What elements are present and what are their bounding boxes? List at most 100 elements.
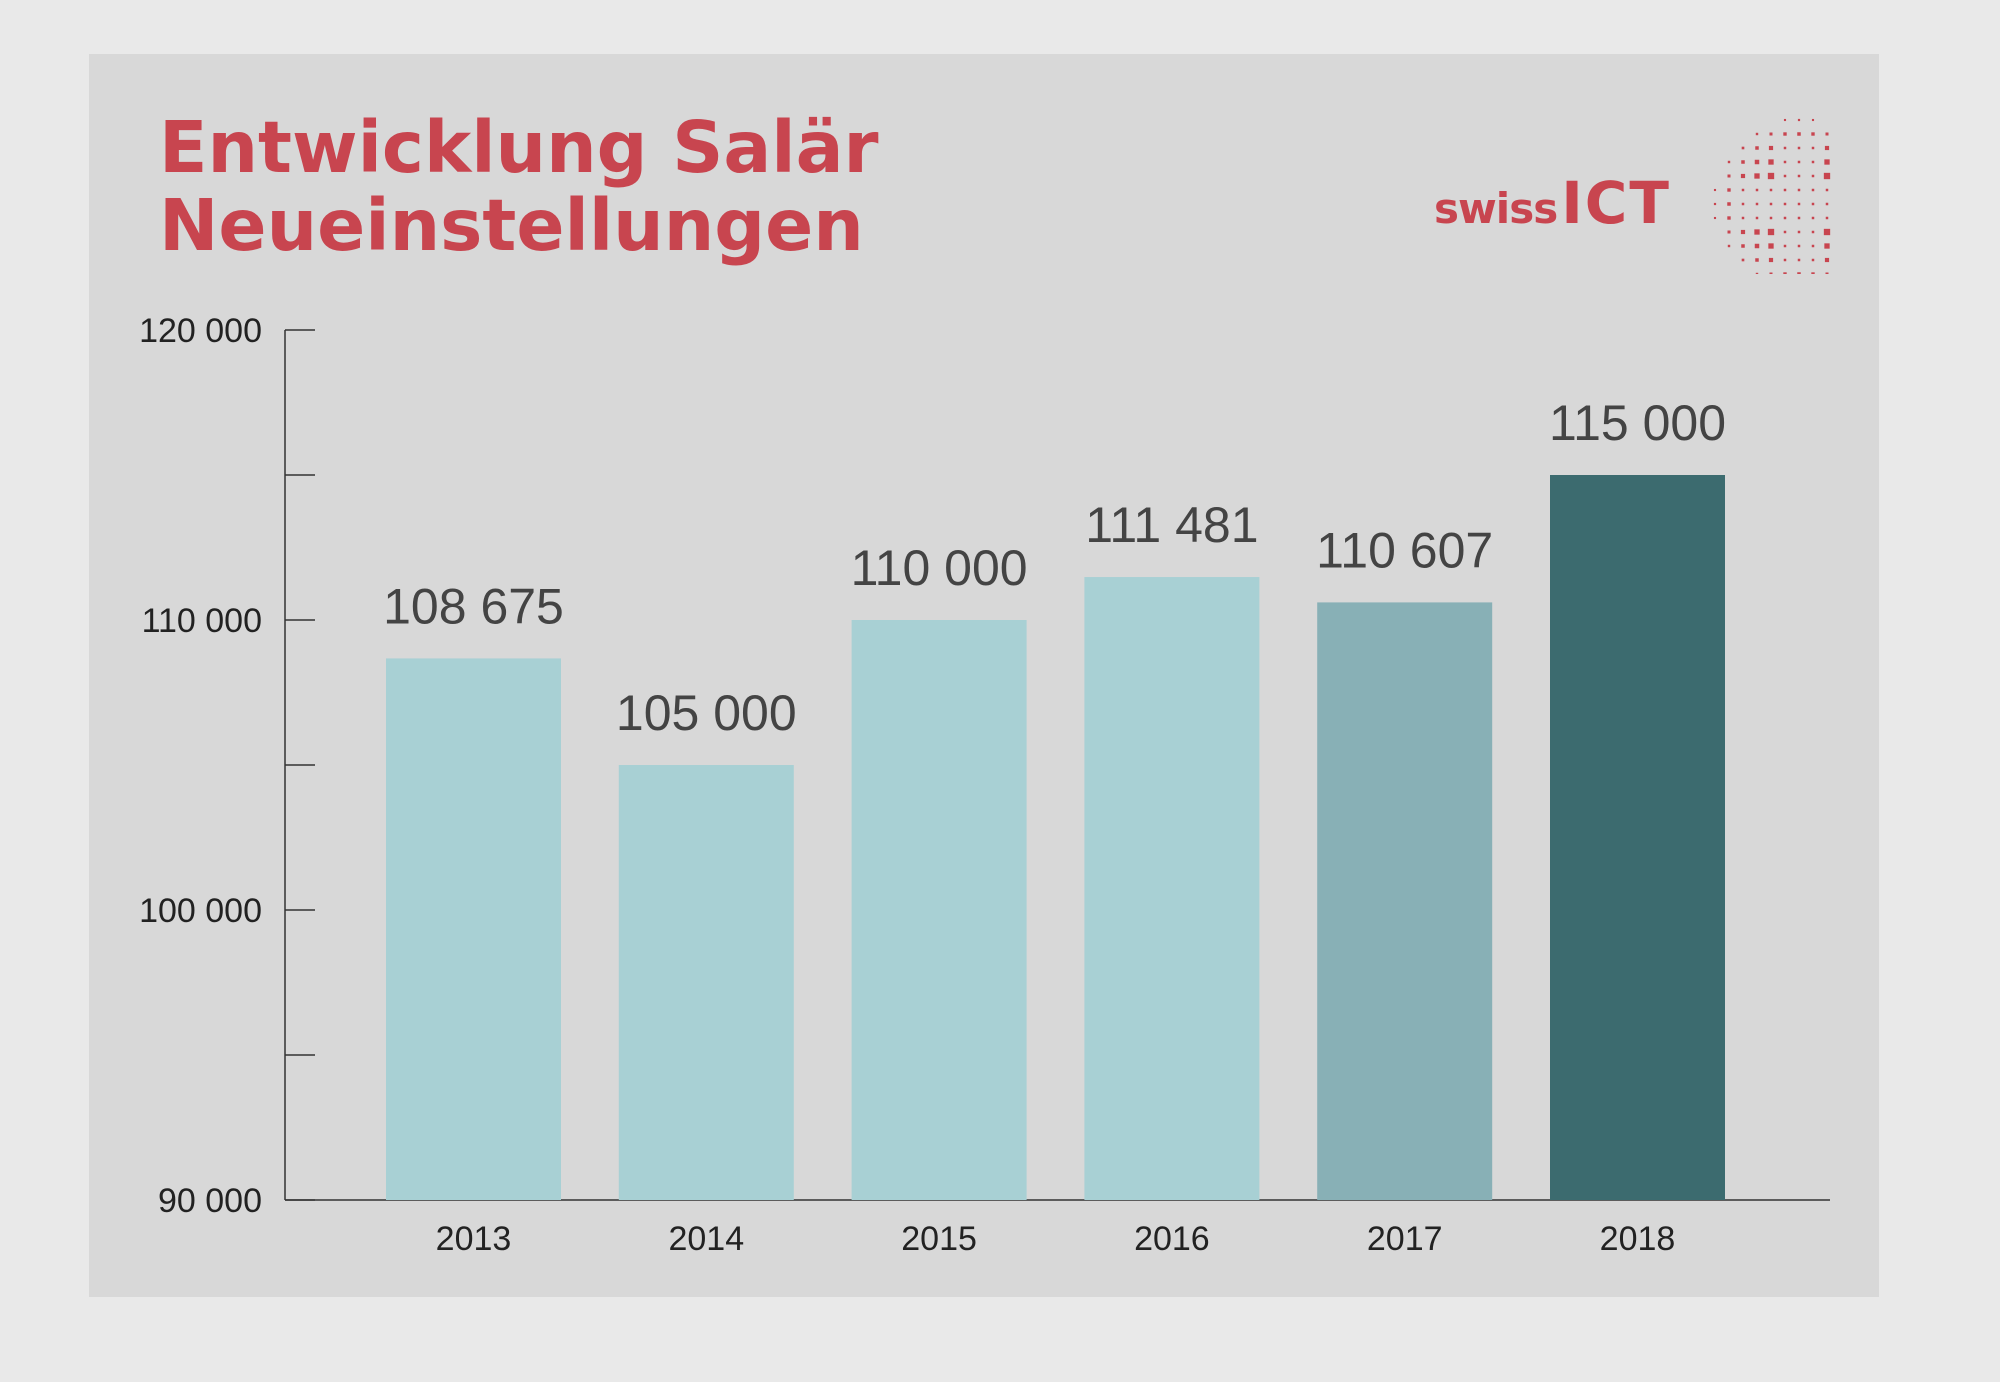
logo-dot — [1811, 230, 1815, 234]
bar — [386, 658, 561, 1200]
logo-dot — [1824, 145, 1830, 151]
logo-dot — [1713, 202, 1717, 206]
logo-dot — [1811, 202, 1815, 206]
logo-dot — [1811, 132, 1815, 136]
logo-dot — [1727, 188, 1731, 192]
bar-value-label: 108 675 — [383, 578, 564, 634]
logo-dot — [1797, 202, 1801, 206]
logo-dot — [1824, 257, 1830, 263]
y-tick-label: 90 000 — [158, 1182, 262, 1220]
bar-value-label: 111 481 — [1085, 497, 1258, 553]
x-tick-label: 2018 — [1600, 1220, 1676, 1258]
bar — [851, 620, 1027, 1200]
logo-dot — [1783, 160, 1787, 164]
bar — [1084, 577, 1260, 1200]
logo-dot — [1755, 216, 1759, 220]
logo-dot — [1754, 229, 1760, 235]
logo-dot — [1727, 202, 1731, 206]
logo-dot — [1767, 172, 1775, 180]
logo-dot — [1741, 160, 1745, 164]
logo-dot — [1783, 146, 1787, 150]
bar-value-label: 115 000 — [1549, 395, 1726, 451]
title-line-1: Entwicklung Salär — [159, 106, 879, 189]
logo-dot — [1797, 118, 1801, 122]
logo-dot — [1811, 216, 1815, 220]
logo-dot — [1783, 258, 1787, 262]
logo-dot — [1755, 272, 1759, 274]
logo-dot — [1754, 243, 1760, 249]
logo-dot — [1825, 132, 1829, 136]
logo-dot — [1797, 258, 1801, 262]
logo-dot — [1811, 188, 1815, 192]
x-tick-label: 2015 — [901, 1220, 977, 1258]
logo-dot — [1713, 216, 1717, 220]
logo-dot — [1797, 272, 1801, 274]
logo-dot — [1754, 173, 1760, 179]
logo-dot — [1768, 145, 1774, 151]
bar-value-label: 110 607 — [1316, 522, 1493, 578]
chart-title: Entwicklung Salär Neueinstellungen — [159, 109, 879, 265]
logo-dot — [1797, 146, 1801, 150]
bar — [1317, 602, 1493, 1200]
logo-dot — [1797, 244, 1801, 248]
logo-dot — [1783, 188, 1787, 192]
logo-dot — [1754, 159, 1760, 165]
logo-dot — [1769, 132, 1773, 136]
x-tick-label: 2014 — [668, 1220, 744, 1258]
logo-dot — [1740, 173, 1746, 179]
x-tick-label: 2013 — [436, 1220, 512, 1258]
logo-dot-cross-icon — [1713, 118, 1831, 274]
logo-dot — [1797, 216, 1801, 220]
y-tick-label: 120 000 — [139, 312, 262, 350]
logo-dot — [1755, 146, 1759, 150]
logo-dot — [1727, 216, 1731, 220]
logo-dot — [1769, 188, 1773, 192]
logo-dot — [1769, 216, 1773, 220]
logo-dot — [1740, 229, 1746, 235]
logo-dot — [1823, 228, 1831, 236]
logo-dot — [1767, 228, 1775, 236]
logo-dot — [1741, 258, 1745, 262]
bar-value-label: 110 000 — [851, 540, 1028, 596]
logo-dot — [1755, 188, 1759, 192]
logo-dot — [1783, 132, 1787, 136]
logo-text-swiss: swiss — [1434, 184, 1558, 233]
logo-dot — [1755, 132, 1759, 136]
logo-dot — [1811, 244, 1815, 248]
logo-dot — [1727, 230, 1731, 234]
logo-dot — [1713, 188, 1717, 192]
logo-dot — [1783, 216, 1787, 220]
logo-dot — [1755, 258, 1759, 262]
title-line-2: Neueinstellungen — [159, 184, 864, 267]
logo-dot — [1825, 272, 1829, 274]
y-tick-label: 110 000 — [142, 602, 262, 640]
logo-dot — [1741, 216, 1745, 220]
logo-dot — [1769, 272, 1773, 274]
logo-dot — [1824, 243, 1830, 249]
logo-dot — [1769, 202, 1773, 206]
logo-text-ict: ICT — [1561, 169, 1671, 237]
logo-dot — [1783, 174, 1787, 178]
x-tick-label: 2017 — [1367, 1220, 1443, 1258]
bar-value-label: 105 000 — [616, 685, 797, 741]
logo-dot — [1797, 174, 1801, 178]
logo-dot — [1823, 172, 1831, 180]
logo-dot — [1797, 160, 1801, 164]
logo-dot — [1783, 118, 1787, 122]
x-tick-label: 2016 — [1134, 1220, 1210, 1258]
logo-dot — [1727, 174, 1731, 178]
logo-dot — [1741, 244, 1745, 248]
y-tick-label: 100 000 — [139, 892, 262, 930]
swissict-logo: swissICT — [1434, 94, 1834, 274]
logo-wordmark: swissICT — [1434, 169, 1671, 237]
logo-dot — [1797, 132, 1801, 136]
logo-dot — [1768, 159, 1774, 165]
logo-dot — [1811, 118, 1815, 122]
logo-dot — [1825, 202, 1829, 206]
logo-dot — [1811, 258, 1815, 262]
logo-dot — [1824, 159, 1830, 165]
logo-dot — [1783, 272, 1787, 274]
logo-dot — [1727, 244, 1731, 248]
logo-dot — [1741, 188, 1745, 192]
